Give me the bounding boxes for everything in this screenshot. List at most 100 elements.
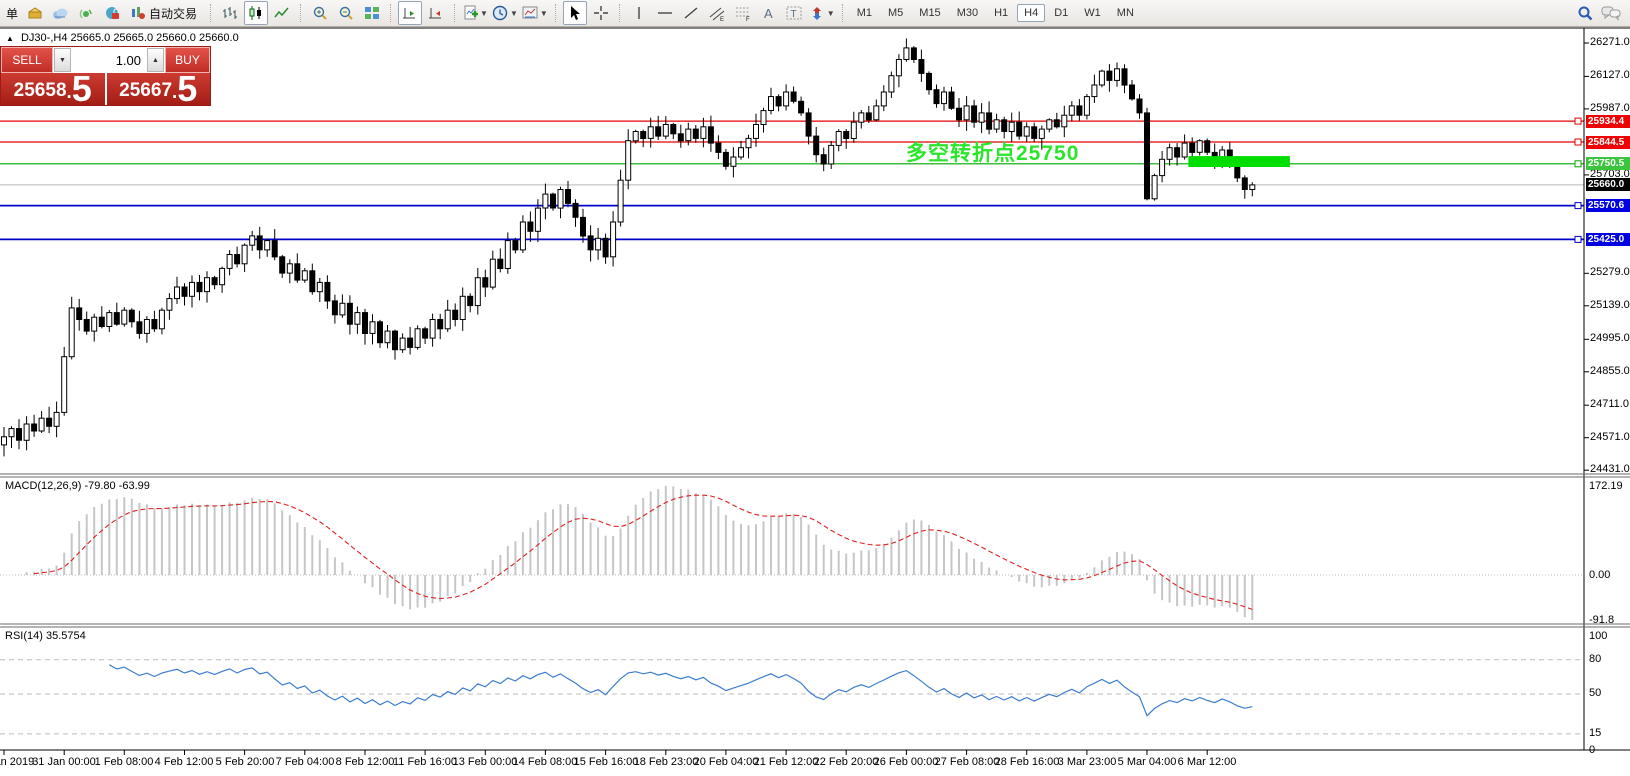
time-axis-label: 22 Feb 20:00 xyxy=(813,756,879,768)
line-chart-icon[interactable] xyxy=(270,1,294,25)
equidistant-channel-icon[interactable]: E xyxy=(705,1,729,25)
chart-shift-icon[interactable] xyxy=(424,1,448,25)
rsi-axis-label: 80 xyxy=(1589,653,1602,665)
time-axis-label: 28 Feb 16:00 xyxy=(994,756,1060,768)
timeframe-group: M1 M5 M15 M30 H1 H4 D1 W1 MN xyxy=(849,4,1142,22)
sell-button[interactable]: SELL xyxy=(1,47,53,73)
fibonacci-icon[interactable]: F xyxy=(731,1,755,25)
svg-text:F: F xyxy=(746,17,750,22)
chat-icon[interactable] xyxy=(1599,1,1623,25)
autotrading-button[interactable]: 自动交易 xyxy=(126,1,204,25)
zoom-out-icon[interactable] xyxy=(334,1,358,25)
time-axis-label: 3 Mar 23:00 xyxy=(1057,756,1117,768)
zoom-in-icon[interactable] xyxy=(308,1,332,25)
time-axis-label: 5 Mar 04:00 xyxy=(1117,756,1177,768)
rsi-label: RSI(14) 35.5754 xyxy=(5,630,86,642)
separator xyxy=(390,4,392,22)
price-axis-tick: 26127.0 xyxy=(1590,69,1630,81)
separator xyxy=(841,4,844,22)
arrows-button[interactable]: ▼ xyxy=(809,1,836,25)
buy-price-display[interactable]: 25667. 5 xyxy=(106,71,210,107)
tf-button-MN[interactable]: MN xyxy=(1116,7,1134,19)
tf-button-M1[interactable]: M1 xyxy=(856,7,872,19)
time-axis-label: 15 Feb 16:00 xyxy=(573,756,639,768)
text-label-icon[interactable]: T xyxy=(783,1,807,25)
collapse-triangle-icon[interactable]: ▲ xyxy=(6,34,14,43)
price-axis-tick: 24711.0 xyxy=(1590,398,1629,410)
time-axis-label: 11 Feb 16:00 xyxy=(392,756,458,768)
tf-button-M5[interactable]: M5 xyxy=(888,7,904,19)
signals-icon[interactable] xyxy=(74,1,98,25)
price-badge: 25425.0 xyxy=(1586,233,1630,246)
rsi-axis-label: 100 xyxy=(1589,630,1608,642)
autotrading-icon xyxy=(132,7,146,19)
volume-input[interactable] xyxy=(71,48,147,72)
tile-windows-icon[interactable] xyxy=(360,1,384,25)
price-badge: 25750.5 xyxy=(1586,157,1630,170)
macd-axis-label: 0.00 xyxy=(1589,569,1611,581)
price-badge: 25570.6 xyxy=(1586,199,1630,212)
time-axis-label: 20 Feb 04:00 xyxy=(693,756,759,768)
auto-scroll-icon[interactable] xyxy=(398,1,423,25)
separator xyxy=(300,4,302,22)
rsi-axis-label: 0 xyxy=(1589,744,1596,756)
chart-annotation-text: 多空转折点25750 xyxy=(906,142,1080,165)
price-axis-tick: 25703.0 xyxy=(1590,168,1630,180)
periods-clock-icon xyxy=(492,5,508,20)
horizontal-line-icon[interactable] xyxy=(653,1,677,25)
templates-button[interactable]: ▼ xyxy=(521,1,549,25)
profile-icon[interactable] xyxy=(22,1,46,25)
rsi-axis-label: 50 xyxy=(1589,687,1602,699)
price-axis-tick: 24855.0 xyxy=(1590,365,1630,377)
tf-button-M30[interactable]: M30 xyxy=(956,7,979,19)
arrows-icon xyxy=(812,7,821,20)
tf-button-M15[interactable]: M15 xyxy=(919,7,941,19)
market-icon[interactable] xyxy=(100,1,124,25)
search-icon[interactable] xyxy=(1573,1,1597,25)
cursor-icon[interactable] xyxy=(562,1,587,25)
separator xyxy=(210,4,212,22)
price-badge: 25934.4 xyxy=(1586,115,1630,128)
macd-axis-label: -91.8 xyxy=(1589,614,1615,626)
price-axis-tick: 25987.0 xyxy=(1590,102,1630,114)
price-badge: 25844.5 xyxy=(1586,136,1630,149)
trendline-icon[interactable] xyxy=(679,1,703,25)
tf-button-W1[interactable]: W1 xyxy=(1084,7,1101,19)
bar-chart-icon[interactable] xyxy=(218,1,242,25)
vertical-line-icon[interactable] xyxy=(627,1,651,25)
tf-button-H1[interactable]: H1 xyxy=(994,7,1009,19)
svg-text:A: A xyxy=(764,6,773,21)
separator xyxy=(554,4,557,22)
time-axis-label: 21 Feb 12:00 xyxy=(753,756,819,768)
new-order-button[interactable]: 单 xyxy=(6,6,19,21)
separator xyxy=(454,4,456,22)
time-axis-label: 29 Jan 2019 xyxy=(0,756,35,768)
templates-icon xyxy=(522,6,538,19)
volume-up-button[interactable]: ▲ xyxy=(147,48,164,72)
separator xyxy=(618,4,621,22)
candlestick-chart-icon[interactable] xyxy=(244,1,269,25)
macd-label: MACD(12,26,9) -79.80 -63.99 xyxy=(5,480,150,492)
rsi-axis-label: 15 xyxy=(1589,727,1602,739)
buy-button[interactable]: BUY xyxy=(165,47,210,73)
svg-text:T: T xyxy=(791,9,797,20)
time-axis-label: 1 Feb 08:00 xyxy=(94,756,154,768)
volume-down-button[interactable]: ▼ xyxy=(54,48,71,72)
crosshair-icon[interactable] xyxy=(589,1,613,25)
indicators-button[interactable]: ▼ xyxy=(462,1,489,25)
one-click-trade-panel: SELL ▼ ▲ BUY 25658.5 25667.5 xyxy=(1,47,210,107)
price-axis-tick: 26271.0 xyxy=(1590,36,1630,48)
text-icon[interactable]: A xyxy=(757,1,781,25)
mql5-community-icon[interactable] xyxy=(48,1,72,25)
time-axis-label: 31 Jan 00:00 xyxy=(32,756,96,768)
macd-axis-label: 172.19 xyxy=(1589,480,1623,492)
periods-button[interactable]: ▼ xyxy=(491,1,519,25)
sell-price-display[interactable]: 25658. 5 xyxy=(1,71,107,107)
time-axis-label: 4 Feb 12:00 xyxy=(154,756,214,768)
tf-button-D1[interactable]: D1 xyxy=(1054,7,1069,19)
tf-button-H4[interactable]: H4 xyxy=(1017,4,1046,22)
time-axis-label: 14 Feb 08:00 xyxy=(512,756,578,768)
time-axis-label: 27 Feb 08:00 xyxy=(934,756,1000,768)
volume-stepper: ▼ ▲ xyxy=(53,47,165,73)
